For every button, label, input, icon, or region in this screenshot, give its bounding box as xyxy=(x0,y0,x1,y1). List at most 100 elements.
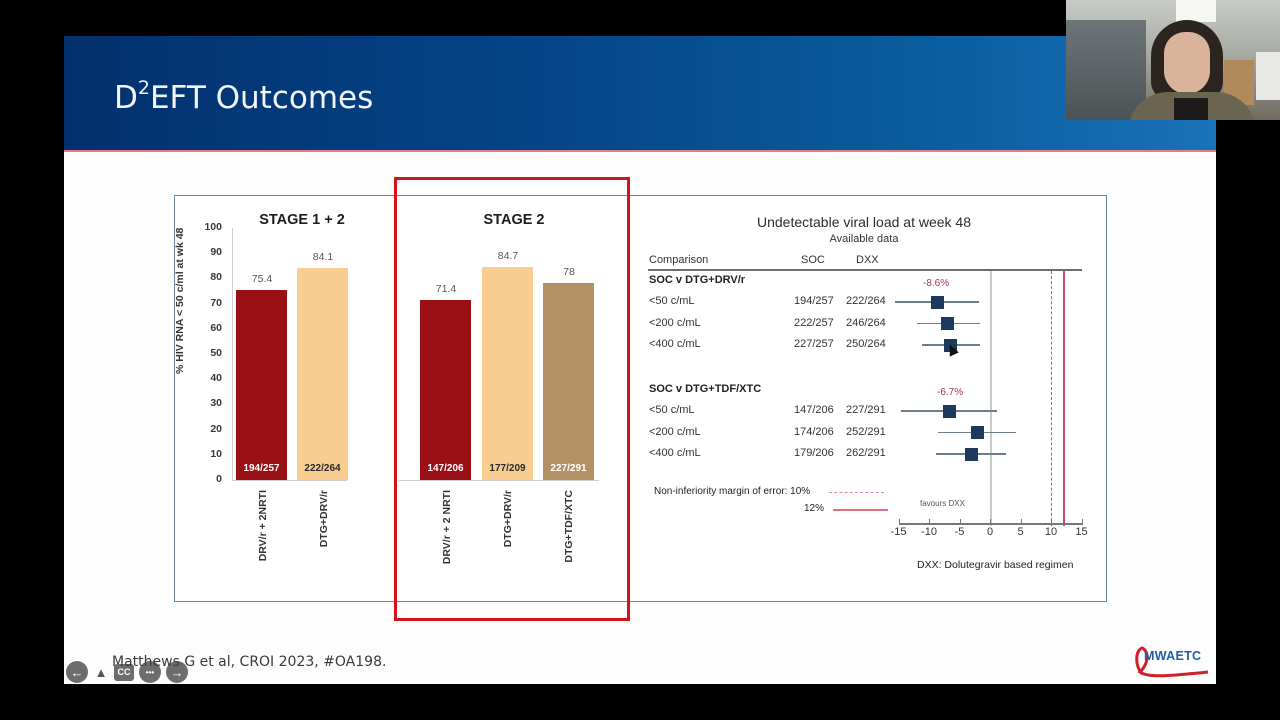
bar-value-label: 71.4 xyxy=(435,283,457,296)
stage12-title: STAGE 1 + 2 xyxy=(259,212,345,228)
pointer-icon: ▲ xyxy=(94,664,108,680)
forest-group-difference: -6.7% xyxy=(937,387,964,398)
legend-ni12-label: 12% xyxy=(804,503,825,514)
forest-row-label: <200 c/mL xyxy=(649,425,701,438)
forest-point-estimate xyxy=(964,447,978,461)
bar-count-label: 227/291 xyxy=(550,462,587,474)
forest-zero-line xyxy=(990,271,992,526)
forest-x-tick-label: -15 xyxy=(890,526,907,538)
forest-point-estimate xyxy=(942,404,956,418)
y-tick-label: 50 xyxy=(210,347,222,359)
slide: D2EFT Outcomes % HIV RNA < 50 c/ml at wk… xyxy=(64,36,1216,684)
forest-x-tick xyxy=(990,519,991,524)
y-tick-label: 40 xyxy=(210,372,222,385)
forest-x-tick xyxy=(959,519,961,524)
forest-dxx-count: 250/264 xyxy=(846,338,886,350)
forest-row-label: <200 c/mL xyxy=(649,316,701,329)
mwaetc-logo: MWAETC xyxy=(1130,642,1212,680)
forest-header-rule xyxy=(648,269,1082,271)
y-tick-label: 20 xyxy=(210,422,222,435)
forest-x-tick xyxy=(1051,519,1052,524)
ni-margin-12-line xyxy=(1063,271,1065,526)
legend-ni10-label: Non-inferiority margin of error: 10% xyxy=(654,486,811,497)
forest-x-tick-label: 15 xyxy=(1075,526,1088,538)
forest-soc-count: 147/206 xyxy=(794,404,834,416)
forest-x-tick-label: 5 xyxy=(1017,526,1024,538)
captions-button[interactable]: CC xyxy=(114,663,134,681)
forest-x-tick-label: 0 xyxy=(986,526,994,538)
bar-value-label: 75.4 xyxy=(251,272,273,285)
col-header-dxx: DXX xyxy=(856,254,879,266)
forest-x-tick xyxy=(929,519,930,524)
bar-count-label: 177/209 xyxy=(489,462,526,474)
legend-ni10-swatch xyxy=(829,492,884,493)
forest-dxx-count: 246/264 xyxy=(846,316,886,329)
forest-dxx-count: 262/291 xyxy=(846,447,886,459)
bar-x-axis-stage12 xyxy=(232,480,347,481)
y-tick-label: 80 xyxy=(210,271,222,284)
forest-x-tick-label: -5 xyxy=(954,526,965,538)
bar-y-axis-label: % HIV RNA < 50 c/ml at wk 48 xyxy=(174,227,186,374)
forest-soc-count: 222/257 xyxy=(794,316,834,329)
forest-row-label: <400 c/mL xyxy=(649,338,701,350)
bar-category-label: DRV/r + 2NRTI xyxy=(257,490,269,562)
col-header-soc: SOC xyxy=(801,254,825,266)
forest-subtitle: Available data xyxy=(829,233,899,245)
presenter-face xyxy=(1164,32,1210,94)
presenter-webcam xyxy=(1066,0,1280,120)
forest-x-tick-label: 10 xyxy=(1044,526,1058,538)
more-options-button[interactable]: ••• xyxy=(139,661,161,683)
bar-count-label: 222/264 xyxy=(304,462,341,474)
laser-pointer-button[interactable]: ▲ xyxy=(93,661,109,683)
bar: 222/264 xyxy=(297,268,348,480)
bar: 227/291 xyxy=(543,283,594,480)
forest-soc-count: 227/257 xyxy=(794,338,834,350)
forest-x-tick-label: -10 xyxy=(921,526,937,538)
bar: 194/257 xyxy=(236,289,287,480)
forest-point-estimate xyxy=(944,338,958,352)
forest-row-label: <50 c/mL xyxy=(649,295,695,307)
red-ribbon-icon xyxy=(1135,646,1209,678)
slide-title: D2EFT Outcomes xyxy=(114,77,374,116)
forest-row-label: <50 c/mL xyxy=(649,404,695,416)
ceiling-light xyxy=(1176,0,1216,22)
favours-dxx-label: favours DXX xyxy=(920,499,965,508)
forest-dxx-count: 227/291 xyxy=(846,404,886,416)
forest-soc-count: 174/206 xyxy=(794,425,834,438)
bar-value-label: 84.7 xyxy=(497,249,519,262)
y-tick-label: 30 xyxy=(210,397,222,410)
bar-value-label: 84.1 xyxy=(312,251,334,264)
whiteboard xyxy=(1256,52,1280,100)
forest-soc-count: 179/206 xyxy=(794,447,834,459)
bar-value-label: 78 xyxy=(563,266,575,279)
y-tick-label: 60 xyxy=(210,321,222,334)
stage2-highlight-box xyxy=(394,177,630,621)
y-tick-label: 10 xyxy=(210,447,222,460)
y-tick-label: 70 xyxy=(210,296,222,309)
forest-group-label: SOC v DTG+DRV/r xyxy=(649,274,746,286)
forest-row-label: <400 c/mL xyxy=(649,447,701,459)
forest-x-axis xyxy=(899,523,1083,525)
forest-x-tick xyxy=(898,519,900,524)
y-tick-label: 0 xyxy=(216,473,222,485)
next-slide-button[interactable]: → xyxy=(166,661,188,683)
forest-point-estimate xyxy=(931,295,945,309)
stage2-title: STAGE 2 xyxy=(483,212,545,228)
y-tick-label: 100 xyxy=(204,221,222,233)
forest-title: Undetectable viral load at week 48 xyxy=(756,214,972,230)
forest-x-tick xyxy=(1081,519,1083,524)
legend-ni12-swatch xyxy=(833,509,888,511)
bar-y-axis xyxy=(232,228,233,481)
bar: 177/209 xyxy=(482,266,533,480)
bar: 147/206 xyxy=(420,300,471,480)
forest-group-difference: -8.6% xyxy=(923,278,950,289)
forest-soc-count: 194/257 xyxy=(794,295,834,307)
forest-x-tick xyxy=(1020,519,1022,524)
prev-slide-button[interactable]: ← xyxy=(66,661,88,683)
forest-point-estimate xyxy=(941,317,955,330)
slide-header: D2EFT Outcomes xyxy=(64,36,1216,152)
forest-dxx-count: 252/291 xyxy=(846,425,886,438)
forest-group-label: SOC v DTG+TDF/XTC xyxy=(649,383,762,395)
presentation-controls: ← ▲ CC ••• → xyxy=(66,661,188,683)
bar-count-label: 147/206 xyxy=(427,462,464,474)
